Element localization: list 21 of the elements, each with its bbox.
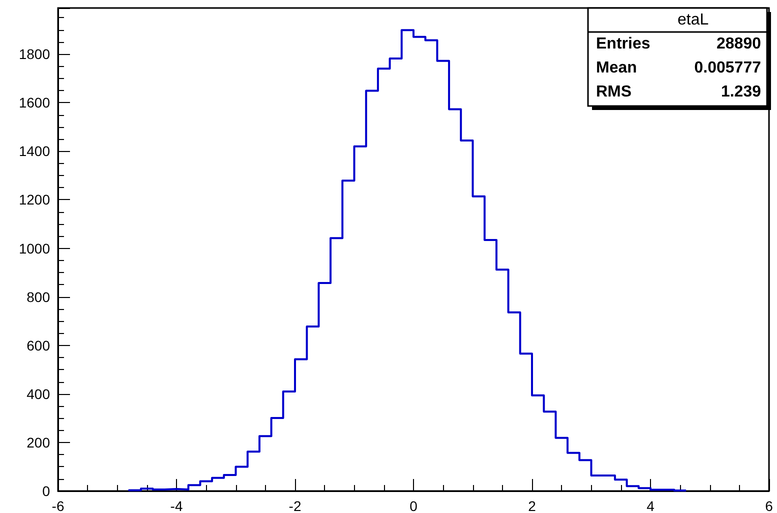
text: RMS 1.239 <box>596 84 761 100</box>
x-tick-label: -6 <box>52 498 64 513</box>
x-tick-label: -4 <box>170 498 183 513</box>
y-tick-label: 0 <box>42 483 50 499</box>
y-tick-label: 800 <box>26 288 50 305</box>
y-tick-label: 1400 <box>18 143 50 160</box>
x-tick-label: 4 <box>646 498 655 513</box>
x-tick-label: -2 <box>288 498 302 513</box>
y-tick-label: 1600 <box>18 94 50 111</box>
text: Mean 0.005777 <box>596 60 761 76</box>
y-tick-label: 600 <box>26 337 50 354</box>
y-tick-label: 200 <box>26 434 50 450</box>
text: Entries 28890 <box>596 36 761 52</box>
y-tick-label: 1800 <box>18 46 50 62</box>
y-tick-label: 1000 <box>18 240 50 256</box>
y-tick-label: 400 <box>26 386 50 402</box>
x-tick-label: 0 <box>410 498 418 513</box>
y-tick-label: 1200 <box>18 192 50 208</box>
x-tick-label: 6 <box>765 498 774 513</box>
chart-title: etaL <box>678 12 709 28</box>
x-tick-label: 2 <box>528 498 536 513</box>
